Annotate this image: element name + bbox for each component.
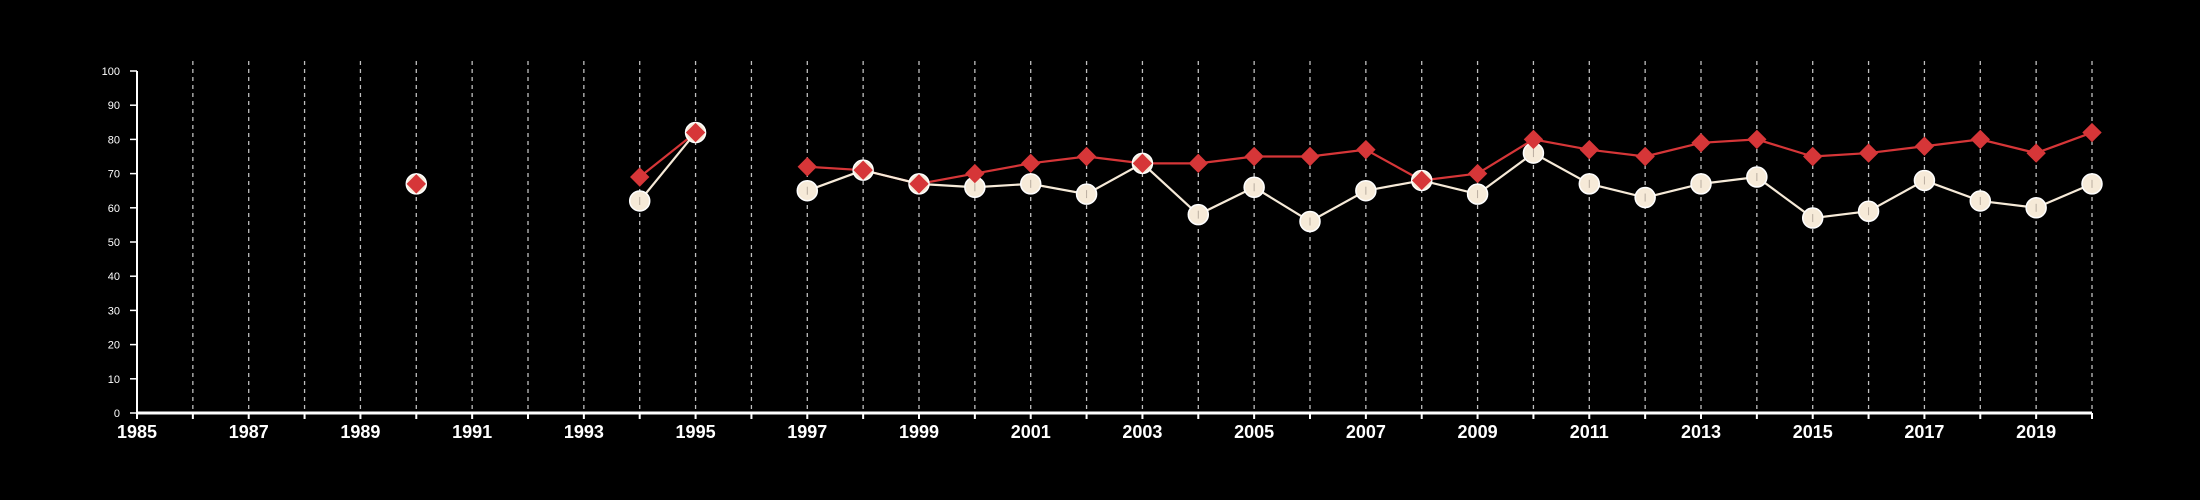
grid	[192, 61, 2093, 413]
data-point-diamond	[797, 157, 817, 177]
series-line-diamond	[639, 131, 697, 178]
x-tick-label: 1987	[229, 422, 269, 442]
x-tick-label: 2003	[1122, 422, 1162, 442]
data-point-diamond	[2026, 143, 2046, 163]
data-point-diamond	[2082, 122, 2102, 143]
data-point-diamond	[1803, 146, 1823, 167]
data-point-diamond	[1579, 139, 1599, 160]
data-point-diamond	[1356, 139, 1376, 160]
y-tick-label: 40	[108, 271, 120, 283]
y-tick-label: 0	[114, 408, 120, 420]
data-point-diamond	[630, 167, 650, 187]
x-tick-label: 2011	[1570, 422, 1609, 442]
data-point-diamond	[1412, 170, 1432, 191]
y-tick-label: 70	[108, 169, 120, 181]
data-point-diamond	[1021, 153, 1041, 174]
series-line-diamond	[807, 131, 2093, 185]
y-tick-label: 80	[108, 134, 120, 146]
x-tick-label: 1989	[340, 422, 380, 442]
x-tick-label: 2007	[1346, 422, 1386, 442]
x-tick-label: 2015	[1793, 422, 1833, 442]
data-point-diamond	[1747, 129, 1767, 150]
y-tick-label: 100	[102, 66, 120, 78]
y-tick-label: 90	[108, 100, 120, 112]
y-tick-label: 30	[108, 305, 120, 317]
y-tick-label: 60	[108, 203, 120, 215]
axes: 0 10 20 30 40 50 60 70 80 90 100 1985 1987 1989 1991 19…	[102, 66, 2093, 442]
data-point-diamond	[1858, 143, 1879, 163]
series-layer	[405, 121, 2103, 233]
x-tick-label: 1985	[117, 422, 157, 442]
x-tick-label: 2001	[1011, 422, 1051, 442]
y-tick-label: 50	[108, 237, 120, 249]
data-point-diamond	[1970, 129, 1990, 150]
data-point-diamond	[1244, 146, 1264, 167]
data-point-diamond	[1132, 153, 1153, 174]
x-tick-label: 2017	[1904, 422, 1944, 442]
series-line-circle	[806, 151, 2093, 223]
data-point-diamond	[853, 160, 873, 180]
data-point-diamond	[406, 174, 426, 194]
data-point-diamond	[909, 174, 929, 194]
data-point-diamond	[1467, 163, 1488, 184]
data-point-diamond	[965, 163, 985, 184]
data-point-diamond	[1914, 136, 1935, 156]
series-line-circle	[638, 131, 697, 202]
y-tick-label: 20	[108, 340, 120, 352]
data-point-diamond	[1523, 129, 1544, 150]
data-point-diamond	[1188, 153, 1208, 174]
x-tick-label: 1997	[787, 422, 827, 442]
x-tick-label: 2013	[1681, 422, 1721, 442]
data-point-diamond	[1076, 146, 1097, 167]
x-tick-label: 1993	[564, 422, 604, 442]
x-tick-label: 2005	[1234, 422, 1274, 442]
x-tick-label: 1991	[452, 422, 492, 442]
y-tick-label: 10	[108, 374, 120, 386]
x-tick-label: 2009	[1458, 422, 1498, 442]
x-tick-label: 1995	[676, 422, 716, 442]
data-point-diamond	[1300, 146, 1320, 167]
x-tick-label: 1999	[899, 422, 939, 442]
data-point-diamond	[1691, 133, 1711, 153]
data-point-diamond	[1635, 146, 1655, 167]
x-tick-label: 2019	[2016, 422, 2056, 442]
data-point-diamond	[685, 122, 706, 143]
